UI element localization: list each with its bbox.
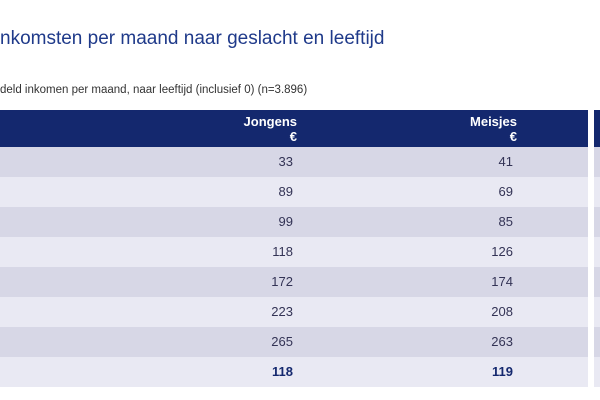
cell: 99	[278, 214, 293, 229]
table-row	[594, 237, 600, 267]
table-row: 223 208	[0, 297, 588, 327]
cell: 118	[272, 364, 293, 379]
column-header: Meisjes €	[417, 114, 517, 144]
table-row: 265 263	[0, 327, 588, 357]
table-row: 33 41	[0, 147, 588, 177]
cell: 208	[491, 304, 513, 319]
table-row	[594, 177, 600, 207]
cell: 265	[271, 334, 293, 349]
table-row	[594, 297, 600, 327]
table-row: 172 174	[0, 267, 588, 297]
table-header: Jongens € Meisjes €	[0, 110, 588, 147]
subtitle: deld inkomen per maand, naar leeftijd (i…	[0, 84, 308, 96]
header-line: €	[509, 129, 517, 144]
cell: 126	[491, 244, 513, 259]
table-row: 99 85	[0, 207, 588, 237]
cell: 119	[492, 364, 513, 379]
table-row: 118 126	[0, 237, 588, 267]
title: nkomsten per maand naar geslacht en leef…	[0, 28, 385, 49]
header-line: Meisjes	[470, 114, 517, 129]
table-row	[594, 327, 600, 357]
cell: 41	[498, 154, 513, 169]
cell: 33	[278, 154, 293, 169]
table-row	[594, 267, 600, 297]
table-row	[594, 147, 600, 177]
cell: 263	[491, 334, 513, 349]
cut-column	[594, 110, 600, 387]
header-line: Jongens	[243, 114, 297, 129]
cell: 174	[491, 274, 513, 289]
table-row	[594, 357, 600, 387]
cell: 89	[278, 184, 293, 199]
table-row	[594, 207, 600, 237]
cell: 85	[498, 214, 513, 229]
cell: 223	[271, 304, 293, 319]
header-line: €	[289, 129, 297, 144]
column-header: Jongens €	[197, 114, 297, 144]
cell: 118	[272, 244, 293, 259]
table-row: 118 119	[0, 357, 588, 387]
table-row: 89 69	[0, 177, 588, 207]
table-header	[594, 110, 600, 147]
table: Jongens € Meisjes € 33 41 89 69 99 85 118 126 172 17…	[0, 110, 588, 387]
cell: 172	[271, 274, 293, 289]
cell: 69	[498, 184, 513, 199]
